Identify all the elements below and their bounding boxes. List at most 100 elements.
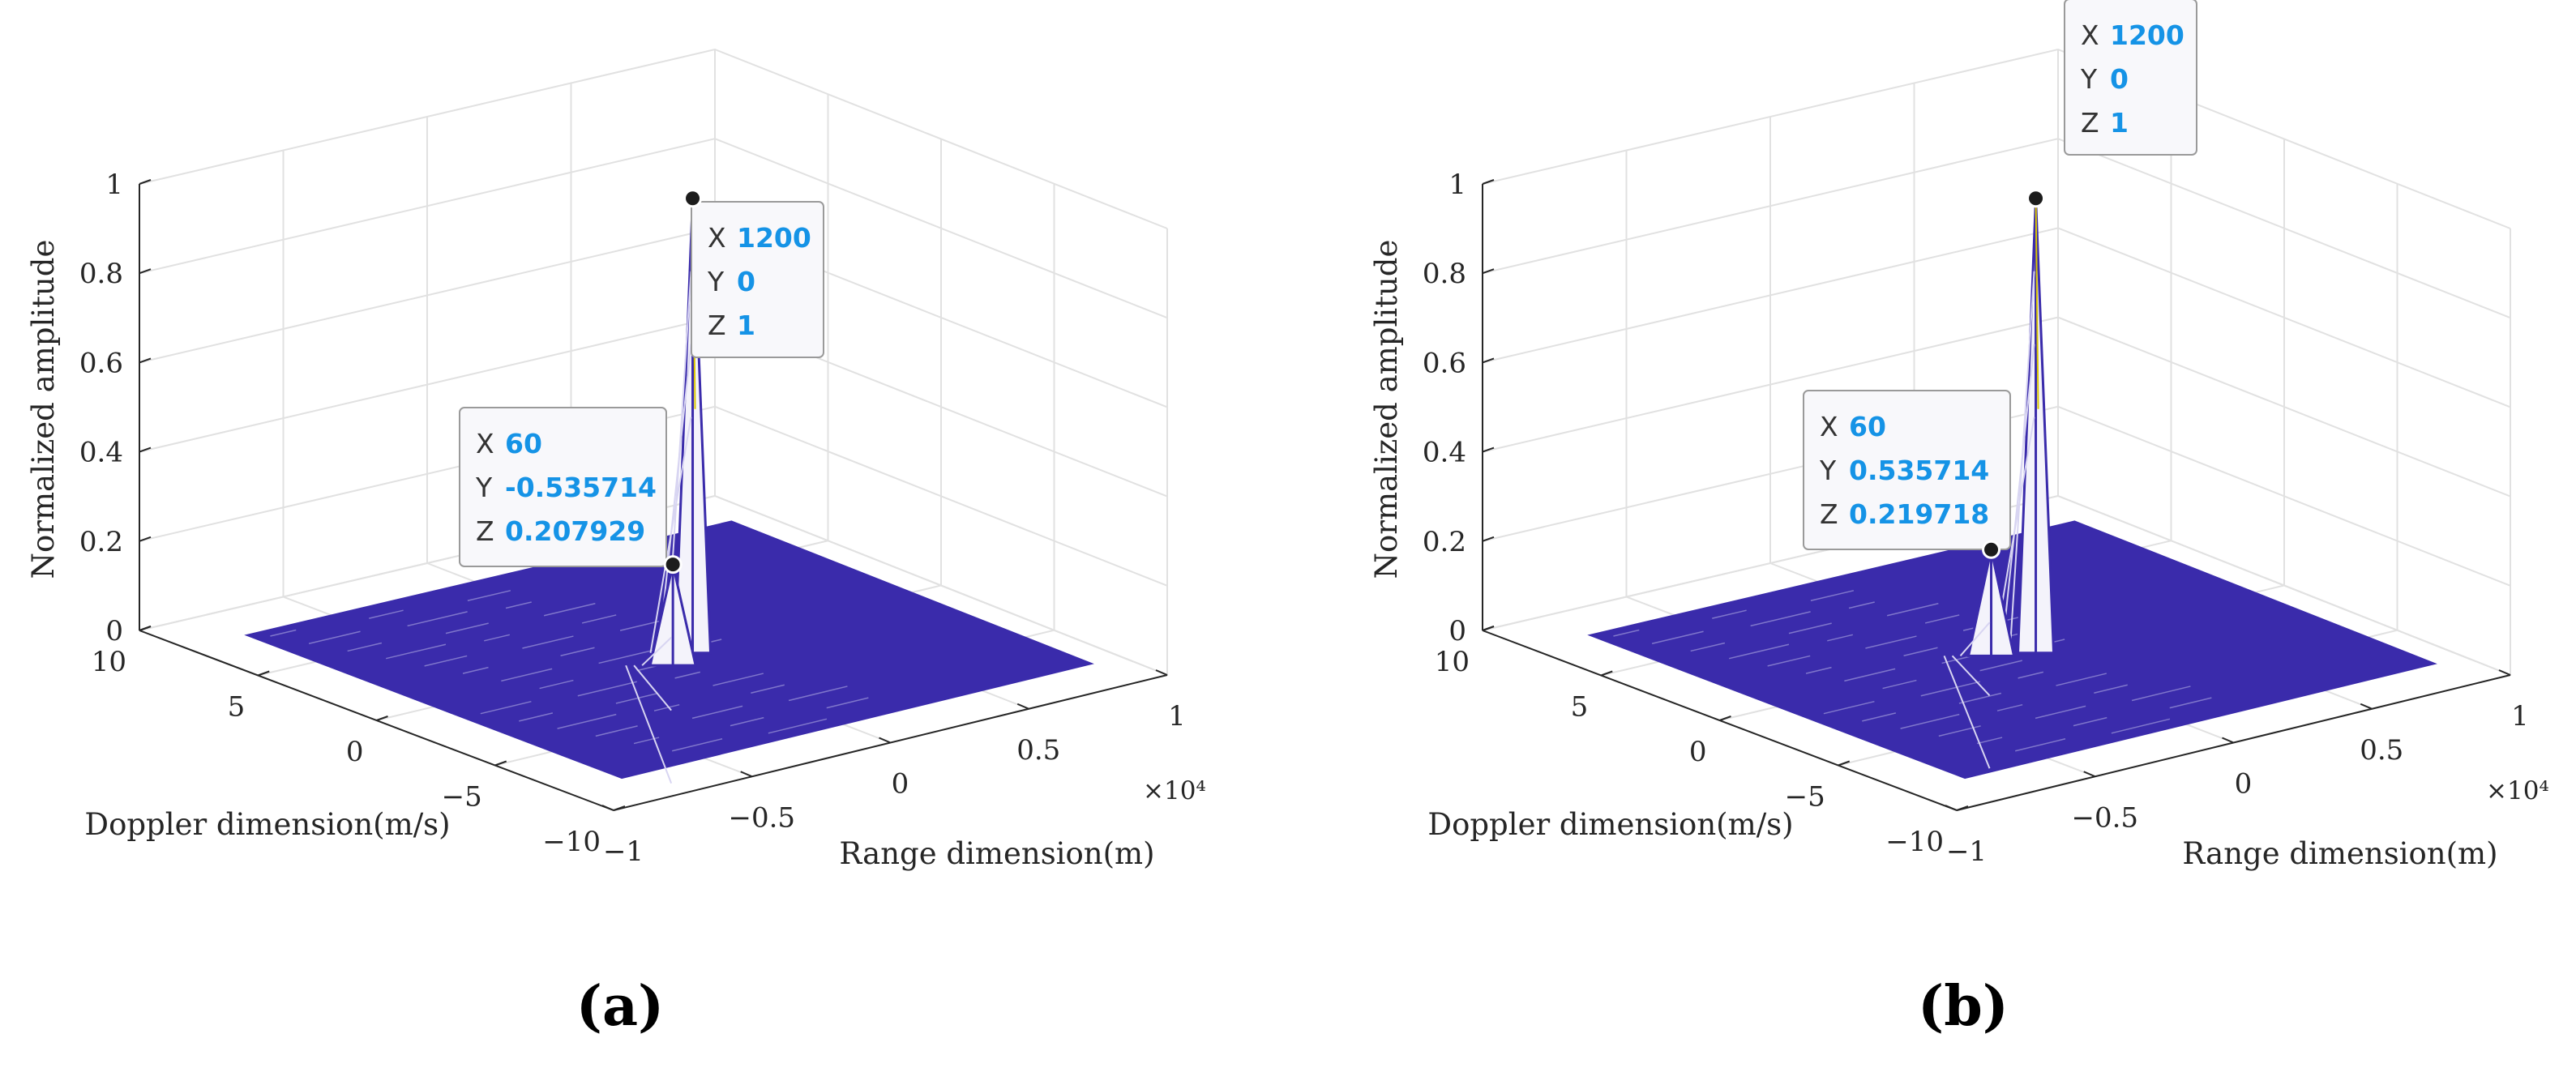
- x-tick-label: 0.5: [2360, 734, 2403, 767]
- surface-noise-line: [539, 679, 574, 690]
- surface-noise-line: [1651, 630, 1704, 644]
- datatip[interactable]: X 1200 Y 0Z 1: [2026, 0, 2197, 409]
- surface-noise-line: [369, 609, 404, 619]
- surface-noise-line: [467, 590, 511, 602]
- data-point-marker[interactable]: [683, 189, 703, 208]
- datatip[interactable]: X 60 Y -0.535714 Z 0.207929: [459, 407, 683, 575]
- x-tick-mark: [879, 737, 891, 744]
- panel-caption: (a): [576, 974, 664, 1039]
- surface-noise-line: [2094, 684, 2128, 694]
- datatip-leader: [2035, 198, 2039, 409]
- surface-noise-line: [484, 634, 510, 642]
- peak-spike: [1943, 549, 2016, 769]
- datatip-x-label: X: [708, 222, 726, 254]
- x-tick-label: 1: [1168, 700, 1186, 733]
- surface-noise-line: [730, 716, 764, 727]
- data-point-marker[interactable]: [2026, 189, 2046, 208]
- surface-noise-line: [1823, 700, 1875, 715]
- surface-noise-line: [768, 718, 828, 734]
- peaks: [1943, 198, 2056, 769]
- z-tick-mark: [1482, 268, 1495, 275]
- surface-noise-line: [386, 643, 447, 660]
- z-tick-label: 0: [105, 615, 123, 647]
- z-tick-label: 0: [1448, 615, 1466, 647]
- surface-noise-line: [519, 712, 554, 722]
- datatip-y-label: Y: [475, 472, 493, 503]
- surface-noise-line: [308, 630, 361, 644]
- surface-noise-line: [1996, 703, 2023, 711]
- surface-noise-line: [2056, 673, 2107, 686]
- surface-noise-line: [1848, 601, 1875, 609]
- datatip-x-label: X: [476, 428, 494, 459]
- y-tick-label: 0: [346, 736, 364, 768]
- surface-noise-line: [788, 686, 848, 702]
- y-tick-mark: [376, 716, 388, 721]
- y-tick-label: 5: [1571, 691, 1589, 724]
- surface-noise-line: [691, 705, 743, 720]
- z-gridline: [1482, 227, 2511, 408]
- x-tick-label: −1: [1946, 835, 1987, 868]
- datatip-box: [459, 407, 667, 567]
- panel-caption: (b): [1918, 974, 2009, 1039]
- surface-noise-line: [543, 603, 596, 617]
- z-tick-label: 0.2: [79, 526, 123, 558]
- x-tick-mark: [1155, 669, 1168, 676]
- surface-noise-line: [1810, 590, 1854, 602]
- x-tick-mark: [2222, 737, 2234, 744]
- y-tick-mark: [1956, 805, 1969, 811]
- data-point-marker[interactable]: [1982, 540, 2001, 559]
- datatip-z-value: 1: [2110, 107, 2129, 139]
- surface-noise-line: [615, 692, 659, 704]
- surface-noise-line: [462, 666, 489, 674]
- peak-ridge: [625, 664, 673, 784]
- z-gridline: [139, 227, 1168, 408]
- surface-noise-line: [407, 611, 468, 627]
- surface-noise-line: [598, 648, 658, 664]
- surface-noise-line: [1886, 603, 1939, 617]
- peak-ridge: [641, 636, 672, 666]
- peak-ridge: [1959, 622, 1991, 656]
- surface-noise-line: [577, 681, 637, 697]
- surface-noise-line: [1958, 692, 2002, 704]
- data-point-marker[interactable]: [663, 555, 683, 575]
- surface-noise-line: [1712, 609, 1747, 619]
- surface-noise-line: [1750, 611, 1811, 627]
- z-gridline: [139, 48, 1168, 229]
- x-tick-label: 0: [892, 768, 909, 801]
- datatip-x-value: 60: [1849, 411, 1886, 442]
- surface-noise-line: [501, 668, 553, 682]
- surface-noise-line: [2111, 718, 2171, 734]
- surface-noise-line: [1613, 629, 1640, 637]
- surface-noise-line: [1920, 681, 1980, 697]
- surface-noise-line: [347, 642, 383, 652]
- datatip[interactable]: X 60 Y 0.535714 Z 0.219718: [1803, 390, 2011, 559]
- surface-noise-line: [595, 725, 638, 737]
- datatip-x-value: 60: [505, 428, 542, 459]
- y-tick-mark: [139, 626, 152, 631]
- gridlines: [139, 48, 1168, 811]
- surface-noise-line: [2169, 697, 2212, 709]
- peak-ridge: [1951, 655, 1991, 696]
- surface-noise-line: [2018, 671, 2044, 679]
- surface-noise-line: [1865, 635, 1917, 649]
- datatip-x-label: X: [2081, 19, 2099, 51]
- y-tick-mark: [1482, 626, 1495, 631]
- datatip-z-value: 1: [737, 310, 755, 341]
- datatip-y-value: 0: [737, 266, 755, 297]
- x-tick-label: 0: [2235, 768, 2253, 801]
- x-tick-label: −0.5: [728, 801, 795, 834]
- y-tick-mark: [1719, 716, 1731, 721]
- z-tick-mark: [1482, 357, 1495, 364]
- x-tick-label: 1: [2511, 700, 2529, 733]
- y-tick-label: 10: [1435, 646, 1470, 678]
- z-tick-label: 0.2: [1423, 526, 1466, 558]
- z-tick-label: 1: [1448, 169, 1466, 201]
- datatip[interactable]: X 1200 Y 0Z 1: [683, 189, 824, 409]
- y-axis-label: Doppler dimension(m/s): [84, 807, 450, 842]
- x-tick-label: 0.5: [1016, 734, 1060, 767]
- datatip-z-label: Z: [708, 310, 726, 341]
- surface-noise-line: [522, 635, 574, 649]
- x-tick-label: −1: [603, 835, 644, 868]
